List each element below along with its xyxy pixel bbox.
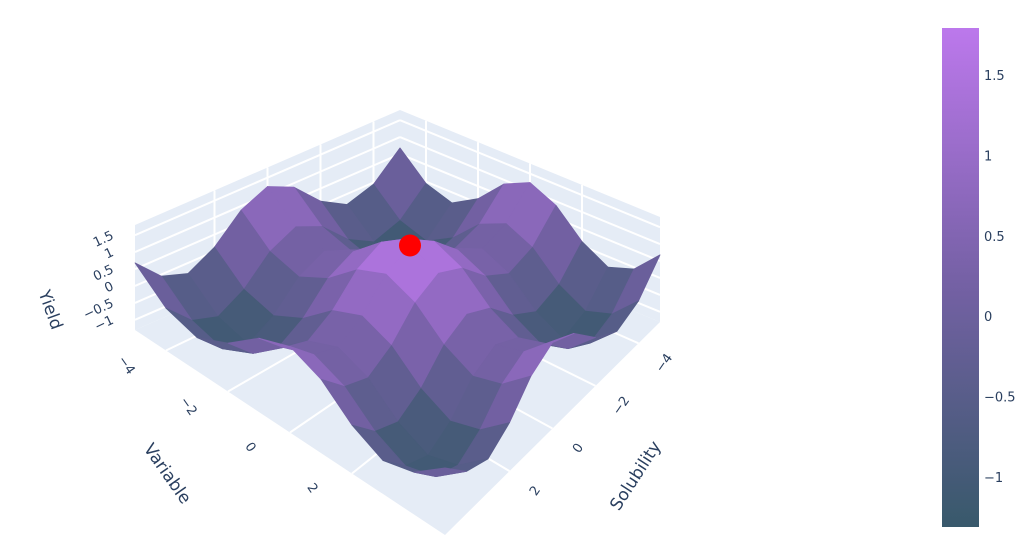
x-tick-label: 2 — [527, 483, 544, 498]
colorbar-tick-label: 0.5 — [984, 230, 1005, 245]
x-axis-title: Solubility — [606, 438, 665, 515]
colorbar-tick-label: 1 — [984, 149, 992, 164]
z-tick-label: 0.5 — [91, 262, 116, 284]
y-axis-title: Variable — [139, 440, 195, 508]
grid-line — [134, 119, 401, 237]
z-tick-label: 1 — [102, 245, 116, 262]
y-tick-label: −4 — [114, 353, 137, 377]
grid-line — [399, 119, 661, 229]
surface-cell — [413, 467, 467, 478]
colorbar-tick-label: 1.5 — [984, 69, 1005, 84]
y-tick-label: 2 — [303, 481, 320, 496]
x-tick-label: −2 — [610, 394, 633, 418]
scene — [134, 110, 661, 535]
colorbar-tick-label: −0.5 — [984, 391, 1016, 406]
z-tick-label: 0 — [102, 279, 116, 296]
colorbar-tick-label: 0 — [984, 310, 992, 325]
z-tick-label: 1.5 — [91, 228, 116, 250]
marker — [399, 234, 421, 257]
y-tick-label: 0 — [241, 440, 258, 455]
x-tick-label: −4 — [653, 351, 676, 375]
colorbar-tick-label: −1 — [984, 471, 1003, 486]
x-tick-label: 0 — [570, 441, 587, 456]
z-axis-title: Yield — [33, 287, 66, 333]
colorbar — [942, 28, 979, 527]
y-tick-label: −2 — [176, 394, 199, 418]
z-tick-label: −1 — [92, 313, 116, 335]
